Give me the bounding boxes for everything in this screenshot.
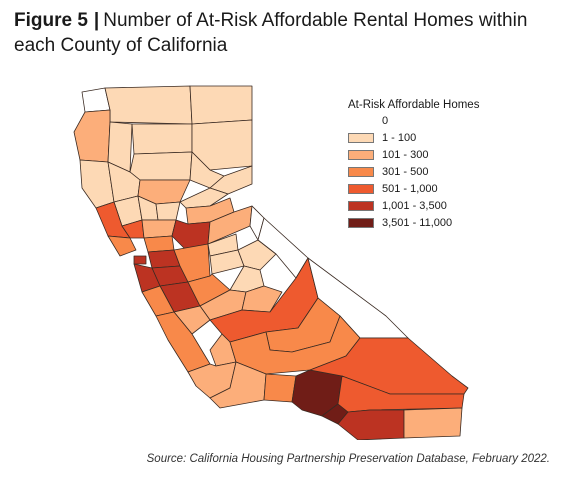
county-sutter (155, 201, 181, 221)
legend-item: 301 - 500 (348, 165, 479, 179)
legend-item-label: 1 - 100 (382, 132, 417, 144)
california-county-map (73, 85, 469, 440)
county-kern (229, 315, 361, 375)
county-solano (143, 235, 175, 253)
legend-item-label: 3,501 - 11,000 (382, 217, 453, 229)
legend-item-label: 301 - 500 (382, 166, 429, 178)
county-shasta (131, 123, 193, 155)
figure-label: Figure 5 (14, 10, 88, 31)
county-marin (107, 235, 137, 257)
legend-items: 1 - 100 101 - 300 301 - 500 501 - 1,000 1,00… (348, 131, 479, 230)
legend-title: At-Risk Affordable Homes (348, 99, 480, 111)
legend-swatch (348, 184, 374, 194)
legend-swatch (348, 201, 374, 211)
legend-item: 501 - 1,000 (348, 182, 479, 196)
legend-item-label: 1,001 - 3,500 (382, 200, 447, 212)
county-madera (241, 285, 283, 313)
legend-swatch (348, 133, 374, 143)
map-legend: At-Risk Affordable Homes 0 1 - 100 101 - … (348, 98, 479, 233)
county-lassen (191, 119, 253, 171)
legend-swatch (348, 218, 374, 228)
county-modoc (189, 85, 253, 125)
county-yolo (141, 219, 177, 239)
county-siskiyou (104, 85, 193, 125)
legend-swatch (348, 167, 374, 177)
figure-title: Figure 5 | Number of At-Risk Affordable Re… (14, 8, 554, 58)
county-imperial (403, 407, 463, 439)
county-san-diego (337, 409, 405, 440)
legend-item: 3,501 - 11,000 (348, 216, 479, 230)
county-plumas (189, 151, 225, 189)
county-san-francisco (133, 255, 147, 265)
county-humboldt (73, 109, 111, 163)
legend-item: 1,001 - 3,500 (348, 199, 479, 213)
legend-item: 101 - 300 (348, 148, 479, 162)
legend-zero-label: 0 (382, 115, 389, 127)
legend-item: 1 - 100 (348, 131, 479, 145)
county-riverside (337, 375, 465, 413)
county-tehama (129, 151, 193, 181)
county-stanislaus (187, 273, 231, 307)
legend-swatch (348, 150, 374, 160)
county-ventura (263, 373, 297, 403)
source-note: Source: California Housing Partnership P… (146, 453, 550, 465)
county-tuolumne (237, 239, 277, 271)
legend-item-label: 101 - 300 (382, 149, 429, 161)
county-nevada (179, 187, 229, 209)
figure-title-text: Number of At-Risk Affordable Rental Home… (14, 10, 528, 56)
legend-item-label: 501 - 1,000 (382, 183, 438, 195)
title-separator: | (93, 10, 100, 31)
